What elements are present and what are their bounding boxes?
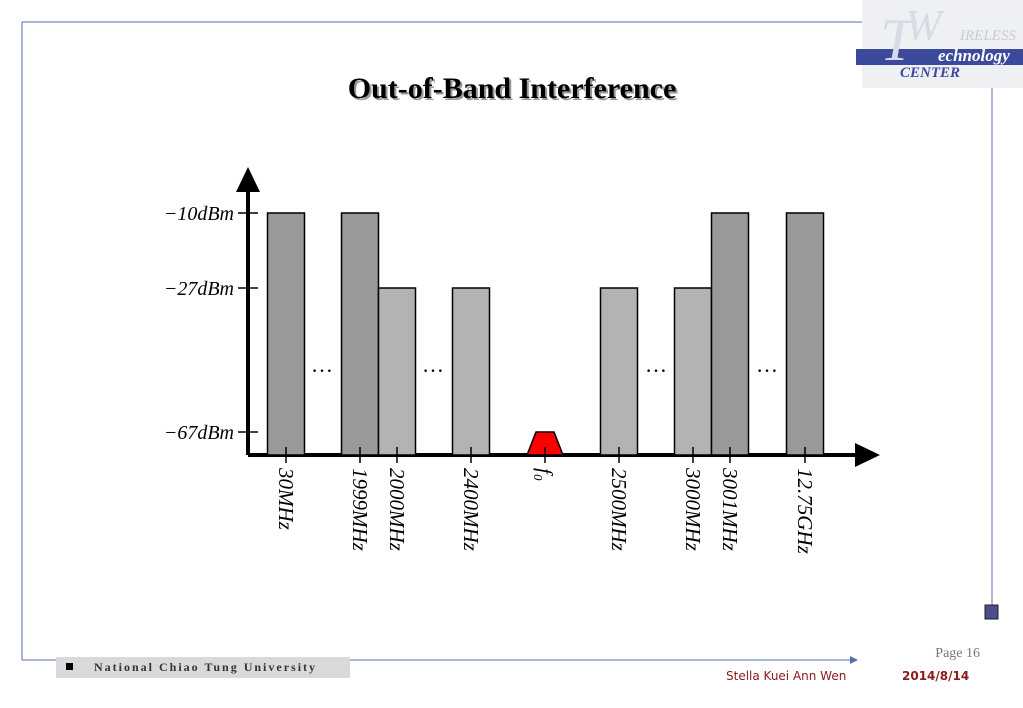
logo-bg	[862, 0, 1023, 88]
footer-box	[56, 657, 350, 678]
x-tick-label: 3001MHz	[718, 467, 742, 551]
date: 2014/8/14	[902, 669, 969, 683]
bar	[525, 431, 565, 456]
x-tick-label: 2000MHz	[385, 468, 409, 551]
author: Stella Kuei Ann Wen	[726, 669, 846, 683]
ellipsis: …	[422, 352, 444, 377]
title-shadow: Out-of-Band Interference	[350, 74, 679, 107]
x-axis-arrow	[855, 443, 880, 467]
x-tick-label: 1999MHz	[348, 468, 372, 551]
logo-t: T	[880, 7, 917, 73]
logo-w: W	[905, 1, 945, 50]
logo-text: IRELESS	[959, 28, 1016, 44]
footer-university: National Chiao Tung University	[94, 660, 317, 674]
title: Out-of-Band Interference	[348, 72, 677, 105]
x-tick-label: 12.75GHz	[793, 468, 817, 554]
logo-text: CENTER	[900, 65, 960, 81]
bar	[710, 212, 750, 456]
frame-arrow	[850, 656, 858, 664]
ellipsis: …	[645, 352, 667, 377]
logo-band	[856, 49, 1023, 65]
logo-text: echnology	[938, 46, 1010, 65]
bar	[340, 212, 380, 456]
x-tick-label: f₀	[533, 468, 557, 481]
y-axis-arrow	[236, 167, 260, 192]
y-tick-label: −67dBm	[164, 422, 234, 444]
x-tick-label: 30MHz	[274, 467, 298, 530]
bar	[377, 287, 417, 456]
bar	[266, 212, 306, 456]
bar	[451, 287, 491, 456]
bar	[785, 212, 825, 456]
plot: −10dBm −27dBm −67dBm 30MHz 1999MHz 2000MHz 240…	[164, 203, 825, 554]
bar	[673, 287, 713, 456]
y-tick-label: −27dBm	[164, 278, 234, 300]
footer-bullet	[66, 663, 73, 670]
x-tick-label: 2400MHz	[459, 468, 483, 551]
bar	[599, 287, 639, 456]
x-tick-label: 2500MHz	[607, 468, 631, 551]
x-tick-label: 3000MHz	[681, 467, 705, 551]
corner-square	[984, 604, 999, 620]
y-tick-label: −10dBm	[164, 203, 234, 225]
ellipsis: …	[311, 352, 333, 377]
ellipsis: …	[756, 352, 778, 377]
page-number: Page 16	[935, 646, 980, 661]
